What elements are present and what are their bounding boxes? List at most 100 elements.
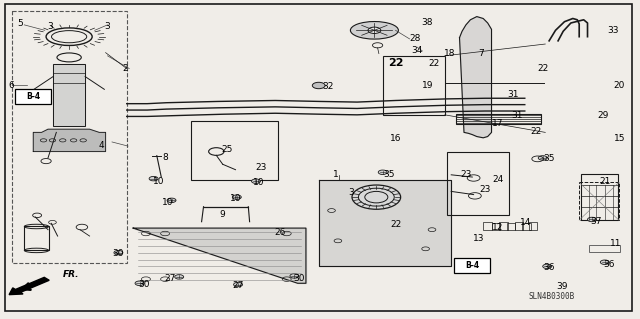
Text: 21: 21 [599, 177, 611, 186]
Circle shape [232, 195, 241, 199]
Circle shape [538, 156, 547, 160]
Text: 17: 17 [492, 119, 504, 128]
Circle shape [135, 281, 144, 286]
Text: 20: 20 [614, 81, 625, 90]
Bar [483, 222, 492, 230]
Circle shape [167, 198, 176, 203]
Circle shape [368, 27, 381, 33]
Text: 36: 36 [543, 263, 555, 272]
Text: 2: 2 [122, 64, 127, 73]
Text: 22: 22 [428, 59, 440, 68]
Text: 22: 22 [390, 220, 401, 229]
Bar [581, 174, 618, 220]
Text: 35: 35 [543, 154, 555, 163]
Circle shape [312, 82, 325, 89]
Text: B-4: B-4 [465, 261, 479, 270]
Text: 23: 23 [460, 170, 472, 179]
Text: 23: 23 [479, 185, 491, 194]
Text: 30: 30 [113, 249, 124, 258]
Text: 10: 10 [253, 178, 265, 187]
Bar [383, 56, 445, 115]
Text: 19: 19 [422, 81, 433, 90]
Text: 3: 3 [105, 22, 110, 31]
Text: 18: 18 [444, 49, 455, 58]
Bar [579, 182, 619, 220]
Bar [447, 152, 509, 215]
Bar [12, 11, 127, 263]
Polygon shape [33, 129, 106, 152]
Circle shape [352, 185, 401, 209]
Bar [53, 64, 85, 126]
Text: 1: 1 [333, 170, 339, 179]
Text: 29: 29 [597, 111, 609, 120]
Circle shape [149, 176, 158, 181]
Text: SLN4B0300B: SLN4B0300B [529, 292, 575, 301]
Bar [499, 222, 508, 230]
Bar [191, 121, 278, 180]
Bar [507, 223, 515, 230]
Text: 14: 14 [520, 218, 532, 227]
Text: 33: 33 [607, 26, 619, 35]
Text: 9: 9 [220, 210, 225, 219]
FancyBboxPatch shape [15, 89, 51, 104]
Text: 11: 11 [610, 239, 621, 248]
Bar [589, 245, 620, 252]
Text: 35: 35 [383, 170, 395, 179]
Ellipse shape [351, 22, 399, 39]
Text: 39: 39 [556, 282, 568, 291]
Circle shape [543, 264, 552, 269]
Text: 37: 37 [591, 217, 602, 226]
Text: 28: 28 [409, 34, 420, 43]
Text: 12: 12 [492, 223, 504, 232]
Text: 10: 10 [162, 198, 173, 207]
FancyBboxPatch shape [454, 258, 490, 273]
Circle shape [234, 282, 243, 287]
Circle shape [600, 260, 609, 264]
Text: 4: 4 [99, 141, 104, 150]
Bar [529, 222, 537, 230]
Polygon shape [53, 64, 85, 126]
Text: 26: 26 [275, 228, 286, 237]
Text: 3: 3 [348, 188, 353, 197]
Text: 22: 22 [537, 64, 548, 73]
Text: 15: 15 [614, 134, 625, 143]
Bar [522, 223, 531, 230]
Text: 38: 38 [422, 19, 433, 27]
Text: 30: 30 [294, 274, 305, 283]
Bar [492, 223, 500, 230]
Text: 24: 24 [492, 175, 504, 184]
Text: 10: 10 [153, 177, 164, 186]
Polygon shape [460, 17, 492, 138]
Polygon shape [319, 180, 451, 266]
Text: 23: 23 [255, 163, 267, 172]
Circle shape [378, 170, 387, 174]
Text: 27: 27 [232, 281, 244, 290]
Text: 22: 22 [531, 127, 542, 136]
Text: 5: 5 [18, 19, 23, 28]
Polygon shape [133, 228, 306, 283]
Text: 27: 27 [164, 274, 175, 283]
Bar [456, 114, 541, 124]
Text: 36: 36 [604, 260, 615, 269]
FancyArrow shape [9, 277, 49, 295]
Text: 8: 8 [163, 153, 168, 162]
Text: 34: 34 [412, 46, 423, 55]
Text: 30: 30 [138, 280, 150, 289]
Text: 31: 31 [508, 90, 519, 99]
Text: 13: 13 [473, 234, 484, 243]
Circle shape [252, 179, 260, 183]
Text: 31: 31 [511, 111, 523, 120]
Circle shape [588, 217, 596, 222]
Text: 22: 22 [388, 58, 403, 68]
Text: 16: 16 [390, 134, 401, 143]
Text: 25: 25 [221, 145, 233, 154]
Bar [24, 226, 49, 250]
Text: FR.: FR. [63, 270, 79, 278]
Text: 6: 6 [9, 81, 14, 90]
Text: B-4: B-4 [26, 92, 40, 101]
Circle shape [175, 275, 184, 279]
Circle shape [114, 250, 123, 255]
Text: 7: 7 [479, 49, 484, 58]
Circle shape [290, 274, 299, 278]
Text: 10: 10 [230, 194, 241, 203]
